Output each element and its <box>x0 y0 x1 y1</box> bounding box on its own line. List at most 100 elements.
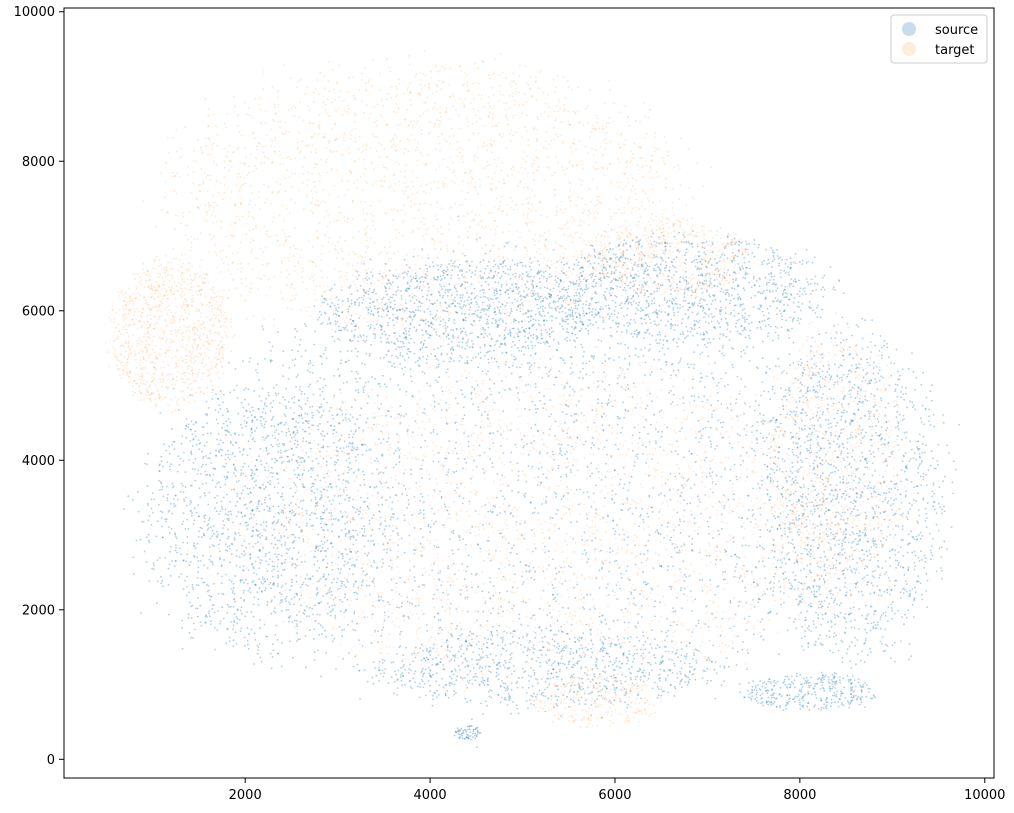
data-point <box>534 408 537 410</box>
data-point <box>508 366 510 369</box>
data-point <box>306 397 309 399</box>
data-point <box>737 635 739 638</box>
data-point <box>353 447 355 449</box>
data-point <box>251 472 254 474</box>
data-point <box>894 559 897 562</box>
data-point <box>484 665 487 668</box>
data-point <box>186 553 189 556</box>
data-point <box>551 593 554 596</box>
data-point <box>864 466 866 469</box>
data-point <box>347 471 349 474</box>
data-point <box>630 475 633 478</box>
data-point <box>528 571 530 573</box>
data-point <box>347 418 350 420</box>
data-point <box>227 471 230 473</box>
data-point <box>436 612 439 615</box>
data-point <box>412 395 414 398</box>
data-point <box>832 397 835 400</box>
data-point <box>835 467 837 469</box>
data-point <box>186 542 189 544</box>
data-point <box>772 586 775 589</box>
data-point <box>796 469 799 472</box>
data-point <box>165 449 168 452</box>
data-point <box>255 573 258 576</box>
data-point <box>431 704 434 707</box>
data-point <box>418 585 421 588</box>
data-point <box>716 392 719 394</box>
data-point <box>346 521 349 524</box>
data-point <box>364 574 367 576</box>
data-point <box>169 468 171 471</box>
data-point <box>338 551 340 553</box>
data-point <box>781 318 784 321</box>
data-point <box>262 483 264 486</box>
data-point <box>304 666 307 669</box>
data-point <box>837 577 839 580</box>
data-point <box>816 574 819 577</box>
data-point <box>842 446 845 449</box>
data-point <box>633 330 636 333</box>
data-point <box>271 534 274 537</box>
data-point <box>253 513 255 516</box>
data-point <box>738 556 741 559</box>
data-point <box>573 328 576 330</box>
data-point <box>325 523 328 526</box>
data-point <box>615 584 618 587</box>
data-point <box>882 500 884 503</box>
data-point <box>170 546 172 548</box>
data-point <box>340 434 343 437</box>
data-point <box>488 432 491 435</box>
data-point <box>337 474 340 477</box>
data-point <box>570 471 573 474</box>
data-point <box>363 385 366 388</box>
data-point <box>811 431 814 434</box>
data-point <box>408 617 410 620</box>
data-point <box>661 655 664 658</box>
data-point <box>369 352 371 355</box>
data-point <box>784 562 787 565</box>
data-point <box>573 390 576 393</box>
data-point <box>252 615 255 618</box>
data-point <box>257 541 259 543</box>
data-point <box>416 280 419 283</box>
data-point <box>583 692 586 695</box>
data-point <box>328 606 331 608</box>
data-point <box>290 512 293 515</box>
data-point <box>666 426 669 429</box>
data-point <box>470 393 473 395</box>
data-point <box>293 364 296 367</box>
data-point <box>260 459 262 462</box>
data-point <box>619 587 622 590</box>
data-point <box>276 539 279 542</box>
data-point <box>446 368 449 371</box>
data-point <box>243 599 246 601</box>
data-point <box>850 474 853 477</box>
data-point <box>421 667 424 670</box>
data-point <box>605 587 608 589</box>
data-point <box>228 640 231 643</box>
data-point <box>437 612 440 615</box>
data-point <box>181 619 184 622</box>
data-point <box>147 539 150 542</box>
data-point <box>848 390 851 392</box>
data-point <box>207 527 210 529</box>
data-point <box>562 495 565 498</box>
data-point <box>296 625 299 628</box>
data-point <box>181 647 184 650</box>
data-point <box>799 595 802 598</box>
data-point <box>564 453 567 456</box>
data-point <box>763 420 766 423</box>
data-point <box>591 436 594 439</box>
data-point <box>268 341 271 344</box>
data-point <box>530 442 533 444</box>
data-point <box>487 510 490 513</box>
data-point <box>249 410 252 413</box>
data-point <box>486 704 488 707</box>
data-point <box>275 394 278 397</box>
data-point <box>287 455 289 458</box>
data-point <box>277 433 280 435</box>
data-point <box>574 596 577 599</box>
data-point <box>622 503 625 506</box>
data-point <box>633 464 636 467</box>
data-point <box>761 357 764 360</box>
